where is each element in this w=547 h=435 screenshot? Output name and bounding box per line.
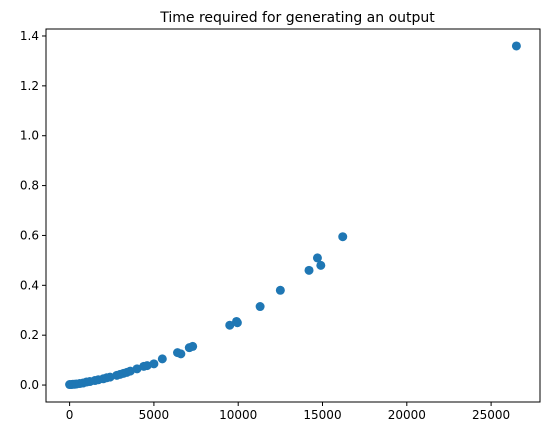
data-point — [312, 253, 322, 263]
axes: 0 5000 10000 15000 20000 25000 0.0 0.2 0.4 0.6 0.8… — [20, 28, 541, 422]
y-tick-label: 1.4 — [20, 29, 39, 43]
data-point — [255, 302, 265, 312]
plot-frame — [45, 28, 541, 403]
data-point — [142, 361, 152, 371]
data-point — [225, 320, 235, 330]
x-tick-label: 20000 — [388, 408, 426, 422]
y-tick-label: 1.0 — [20, 129, 39, 143]
y-tick-label: 0.2 — [20, 328, 39, 342]
data-point — [232, 318, 242, 328]
x-tick-label: 15000 — [303, 408, 341, 422]
chart-title: Time required for generating an output — [159, 10, 435, 26]
data-point — [304, 265, 314, 275]
data-point — [105, 372, 115, 382]
data-point — [176, 349, 186, 359]
data-point — [316, 260, 326, 270]
data-point — [338, 232, 348, 242]
x-tick-label: 5000 — [139, 408, 170, 422]
data-point — [511, 41, 521, 51]
y-tick-label: 0.0 — [20, 378, 39, 392]
data-point — [132, 364, 142, 374]
x-tick-label: 25000 — [472, 408, 510, 422]
data-point — [149, 359, 159, 369]
y-tick-label: 0.4 — [20, 278, 39, 292]
data-point — [188, 341, 198, 351]
x-tick-label: 10000 — [219, 408, 257, 422]
y-tick-label: 1.2 — [20, 79, 39, 93]
plot-area — [65, 41, 521, 390]
y-tick-label: 0.8 — [20, 179, 39, 193]
y-tick-label: 0.6 — [20, 228, 39, 242]
data-point — [157, 354, 167, 364]
x-tick-label: 0 — [66, 408, 74, 422]
data-point — [275, 285, 285, 295]
